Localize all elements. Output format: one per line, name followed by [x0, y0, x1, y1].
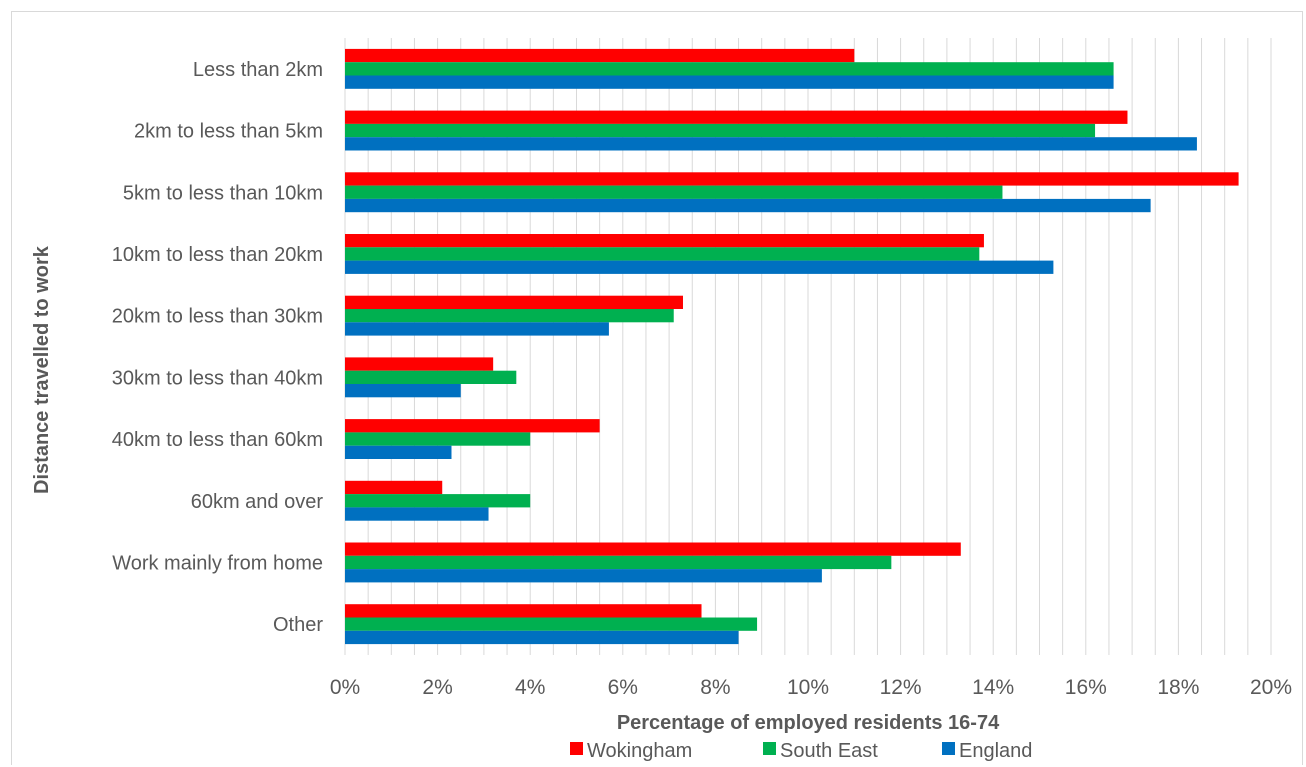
y-tick-label: 60km and over: [191, 491, 324, 513]
y-tick-label: 10km to less than 20km: [112, 244, 323, 266]
x-tick-label: 18%: [1157, 676, 1199, 699]
bar-south-east: [345, 432, 531, 446]
bar-south-east: [345, 62, 1114, 76]
bar-wokingham: [345, 234, 984, 248]
y-tick-label: 40km to less than 60km: [112, 429, 323, 451]
y-tick-label: Less than 2km: [193, 59, 323, 81]
x-axis-title: Percentage of employed residents 16-74: [617, 712, 1000, 734]
bar-england: [345, 569, 822, 583]
y-tick-label: 20km to less than 30km: [112, 306, 323, 328]
bar-south-east: [345, 309, 674, 323]
legend-swatch: [763, 742, 776, 755]
x-tick-label: 12%: [880, 676, 922, 699]
bar-south-east: [345, 247, 980, 261]
bar-wokingham: [345, 419, 600, 433]
y-tick-label: 30km to less than 40km: [112, 367, 323, 389]
legend-label: South East: [780, 740, 878, 762]
bar-wokingham: [345, 357, 494, 371]
bar-south-east: [345, 555, 892, 570]
legend: Wokingham South East England: [570, 740, 1032, 762]
legend-label: England: [959, 740, 1032, 762]
x-tick-label: 20%: [1250, 676, 1292, 699]
bar-england: [345, 260, 1054, 274]
bar-wokingham: [345, 295, 683, 309]
y-axis-title: Distance travelled to work: [31, 245, 53, 494]
legend-swatch: [570, 742, 583, 755]
legend-swatch: [942, 742, 955, 755]
bar-england: [345, 198, 1151, 213]
x-tick-label: 0%: [330, 676, 360, 699]
x-tick-label: 8%: [700, 676, 730, 699]
y-tick-label: 5km to less than 10km: [123, 182, 323, 204]
bar-south-east: [345, 494, 531, 508]
bar-wokingham: [345, 604, 702, 618]
bar-england: [345, 445, 452, 459]
x-tick-label: 14%: [972, 676, 1014, 699]
x-tick-labels: 0% 2% 4% 6% 8% 10% 12% 14% 16% 18% 20%: [330, 676, 1292, 699]
bar-south-east: [345, 123, 1096, 138]
x-tick-label: 6%: [608, 676, 638, 699]
y-tick-labels: Less than 2km 2km to less than 5km 5km to …: [112, 59, 324, 636]
bar-wokingham: [345, 542, 961, 556]
bar-england: [345, 137, 1197, 151]
bar-wokingham: [345, 110, 1128, 124]
x-tick-label: 10%: [787, 676, 829, 699]
bar-south-east: [345, 370, 517, 384]
x-tick-label: 16%: [1065, 676, 1107, 699]
bar-england: [345, 75, 1114, 89]
bar-wokingham: [345, 48, 855, 63]
bar-england: [345, 322, 609, 336]
legend-label: Wokingham: [587, 740, 692, 762]
y-tick-label: 2km to less than 5km: [134, 121, 323, 143]
x-tick-label: 4%: [515, 676, 545, 699]
bar-south-east: [345, 617, 758, 631]
bar-england: [345, 630, 739, 645]
x-tick-label: 2%: [422, 676, 452, 699]
bar-south-east: [345, 185, 1003, 199]
bar-wokingham: [345, 480, 443, 495]
bar-england: [345, 507, 489, 521]
y-tick-label: Work mainly from home: [112, 552, 323, 574]
bar-wokingham: [345, 172, 1239, 186]
y-tick-label: Other: [273, 614, 323, 636]
bar-england: [345, 384, 461, 398]
bars: [345, 48, 1239, 645]
